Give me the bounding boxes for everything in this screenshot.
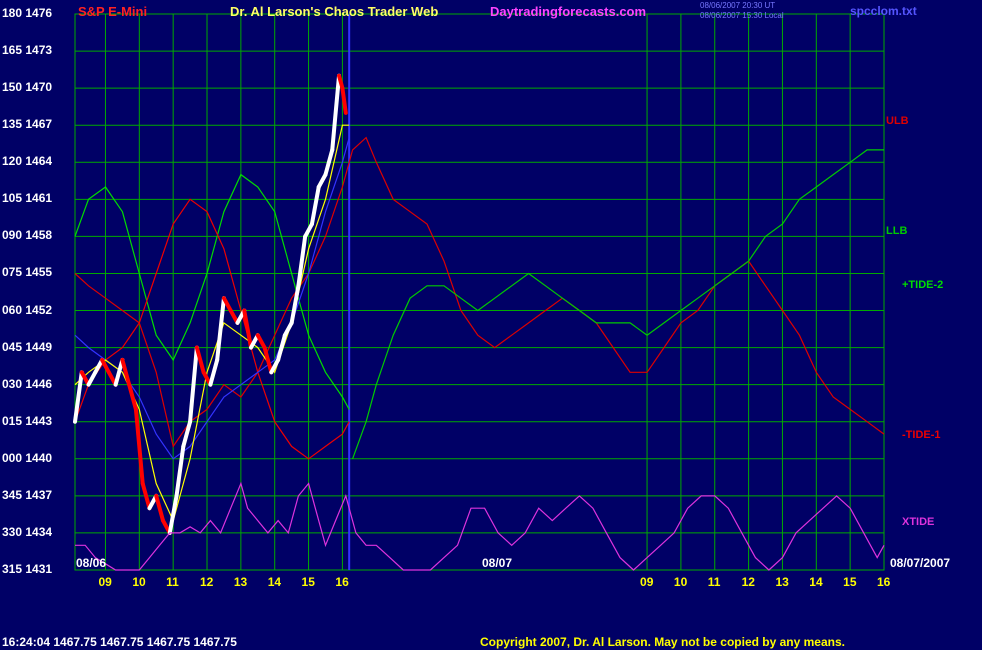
price-segment bbox=[276, 333, 287, 362]
x-tick-label: 09 bbox=[640, 575, 654, 589]
price-segment bbox=[215, 296, 226, 362]
y-tick-label: 165 1473 bbox=[2, 43, 53, 58]
price-segment bbox=[255, 333, 267, 350]
y-tick-label: 345 1437 bbox=[2, 487, 53, 502]
x-tick-label: 12 bbox=[741, 575, 755, 589]
price-segment bbox=[282, 320, 294, 338]
series-label-tide-2: +TIDE-2 bbox=[902, 279, 944, 291]
x-tick-label: 10 bbox=[132, 575, 146, 589]
site-link[interactable]: Daytradingforecasts.com bbox=[490, 4, 647, 19]
symbol-title: S&P E-Mini bbox=[78, 4, 148, 19]
y-tick-label: 015 1443 bbox=[2, 413, 53, 428]
tide-1-line bbox=[74, 198, 350, 460]
price-segment bbox=[262, 345, 274, 375]
llb-line bbox=[352, 149, 884, 460]
price-segment bbox=[100, 357, 111, 375]
end-date-label: 08/07/2007 bbox=[890, 556, 951, 570]
y-tick-label: 030 1446 bbox=[2, 376, 53, 391]
price-segment bbox=[289, 283, 301, 325]
y-tick-label: 045 1449 bbox=[2, 339, 53, 354]
y-tick-label: 180 1476 bbox=[2, 6, 53, 20]
price-segment bbox=[323, 147, 335, 177]
x-tick-label: 14 bbox=[267, 575, 282, 589]
ulb-line bbox=[74, 136, 885, 448]
y-tick-label: 330 1434 bbox=[2, 524, 53, 539]
price-segment bbox=[194, 345, 206, 375]
x-tick-label: 12 bbox=[200, 575, 214, 589]
copyright-notice: Copyright 2007, Dr. Al Larson. May not b… bbox=[480, 635, 845, 649]
page-title: Dr. Al Larson's Chaos Trader Web bbox=[230, 4, 439, 19]
tide-2-line bbox=[74, 173, 350, 410]
price-segment bbox=[340, 86, 348, 115]
x-tick-label: 10 bbox=[673, 575, 688, 589]
y-tick-label: 120 1464 bbox=[2, 154, 53, 169]
price-segment bbox=[127, 382, 138, 412]
timestamp-local: 08/06/2007 15:30 Local bbox=[700, 11, 784, 20]
price-segment bbox=[154, 493, 166, 523]
data-file-name: spcclom.txt bbox=[850, 4, 917, 18]
y-tick-label: 000 1440 bbox=[2, 450, 53, 465]
y-tick-label: 315 1431 bbox=[2, 562, 53, 576]
y-tick-label: 150 1470 bbox=[2, 80, 53, 95]
session-date-label: 08/07 bbox=[482, 556, 513, 570]
series-layer bbox=[73, 73, 885, 571]
price-segment bbox=[120, 357, 132, 387]
x-tick-label: 15 bbox=[843, 575, 857, 589]
price-segment bbox=[86, 370, 98, 387]
y-tick-label: 090 1458 bbox=[2, 228, 53, 243]
price-segment bbox=[181, 419, 193, 449]
x-tick-label: 13 bbox=[233, 575, 248, 589]
series-label-ulb: ULB bbox=[886, 115, 909, 127]
price-segment bbox=[337, 73, 345, 91]
price-segment bbox=[309, 184, 321, 227]
y-tick-label: 105 1461 bbox=[2, 191, 53, 206]
xtide-line bbox=[75, 481, 885, 571]
x-tick-label: 11 bbox=[707, 575, 721, 589]
price-segment bbox=[167, 493, 179, 535]
x-tick-label: 16 bbox=[877, 575, 891, 589]
price-segment bbox=[73, 370, 84, 424]
plot-frame bbox=[74, 13, 885, 571]
x-tick-label: 15 bbox=[301, 575, 315, 589]
price-segment bbox=[113, 357, 125, 387]
price-segment bbox=[296, 234, 308, 288]
series-label-xtide: XTIDE bbox=[902, 516, 935, 528]
price-segment bbox=[221, 296, 233, 313]
x-tick-label: 09 bbox=[98, 575, 112, 589]
y-tick-label: 060 1452 bbox=[2, 302, 53, 317]
price-segment bbox=[174, 444, 186, 498]
x-tick-label: 16 bbox=[335, 575, 349, 589]
x-tick-label: 11 bbox=[166, 575, 179, 589]
price-segment bbox=[330, 73, 342, 152]
x-tick-label: 14 bbox=[809, 575, 823, 589]
series-label-tide-1: -TIDE-1 bbox=[902, 429, 941, 441]
price-segment bbox=[269, 357, 281, 375]
y-tick-label: 135 1467 bbox=[2, 117, 53, 132]
series-label-llb: LLB bbox=[886, 225, 908, 237]
start-date-label: 08/06 bbox=[76, 556, 107, 570]
price-segment bbox=[208, 357, 220, 387]
price-segment bbox=[316, 172, 328, 189]
x-tick-label: 13 bbox=[775, 575, 789, 589]
quote-readout: 16:24:04 1467.75 1467.75 1467.75 1467.75 bbox=[2, 635, 237, 649]
y-tick-label: 075 1455 bbox=[2, 265, 53, 280]
price-segment bbox=[188, 345, 199, 424]
price-segment bbox=[133, 407, 145, 486]
price-segment bbox=[303, 222, 314, 239]
price-segment bbox=[140, 481, 152, 511]
grid bbox=[74, 13, 885, 571]
timestamp-ut: 08/06/2007 20:30 UT bbox=[700, 1, 776, 10]
price-segment bbox=[242, 308, 254, 350]
